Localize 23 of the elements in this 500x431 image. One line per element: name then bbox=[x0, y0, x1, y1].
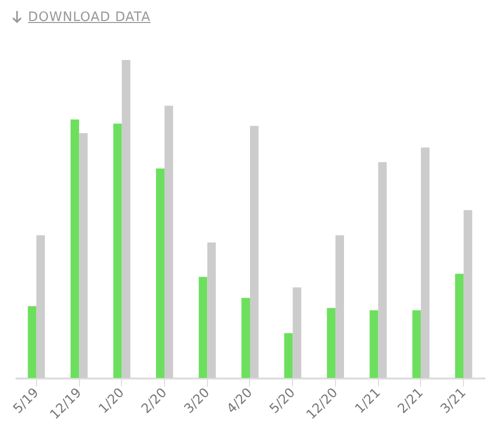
bar bbox=[378, 162, 387, 378]
bar bbox=[335, 235, 344, 378]
bar bbox=[70, 119, 80, 378]
bar bbox=[198, 276, 208, 378]
bar bbox=[156, 168, 165, 378]
bar bbox=[455, 274, 464, 378]
bar bbox=[122, 60, 130, 378]
bar bbox=[292, 287, 302, 378]
bar bbox=[207, 242, 216, 378]
bar bbox=[326, 308, 336, 378]
bar bbox=[164, 106, 174, 378]
bar bbox=[28, 306, 36, 378]
bar bbox=[464, 210, 472, 378]
bar bbox=[113, 124, 122, 378]
bar bbox=[36, 235, 45, 378]
bar bbox=[370, 310, 378, 378]
bar bbox=[79, 133, 88, 378]
bar bbox=[412, 310, 421, 378]
text: DOWNLOAD DATA bbox=[28, 10, 151, 25]
bar bbox=[284, 333, 293, 378]
bar bbox=[241, 298, 250, 378]
bar bbox=[420, 147, 430, 378]
bar bbox=[250, 126, 259, 378]
